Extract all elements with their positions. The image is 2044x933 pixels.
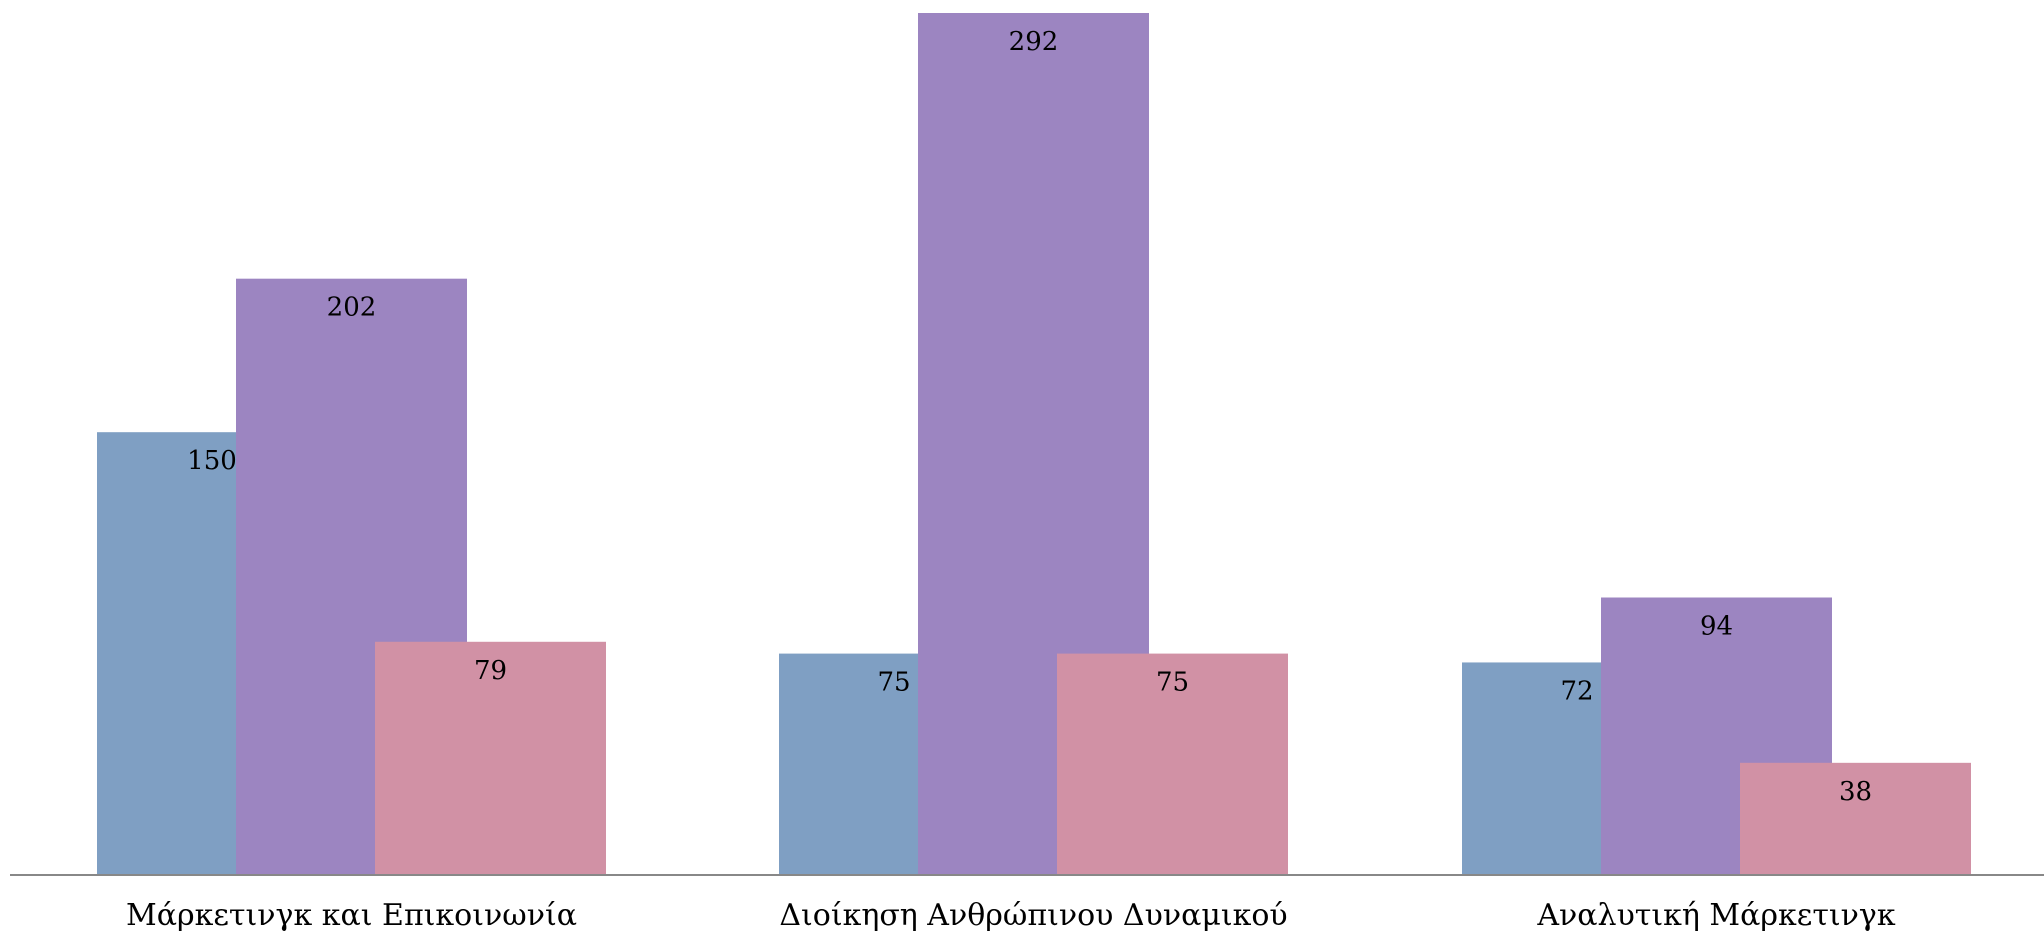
bars-group	[97, 13, 1971, 875]
category-label-2: Διοίκηση Ανθρώπινου Δυναμικού	[779, 898, 1287, 933]
data-label-series2-cat2: 292	[1009, 27, 1059, 57]
data-label-series1-cat3: 72	[1560, 676, 1593, 706]
bar-series3-cat3	[1740, 762, 1971, 875]
data-label-series3-cat3: 38	[1839, 777, 1872, 807]
category-label-1: Μάρκετινγκ και Επικοινωνία	[126, 898, 577, 933]
data-label-series1-cat1: 150	[187, 446, 237, 476]
data-label-series1-cat2: 75	[877, 668, 910, 698]
bar-series1-cat3	[1462, 662, 1601, 875]
data-label-series2-cat1: 202	[327, 293, 377, 323]
data-label-series2-cat3: 94	[1700, 612, 1733, 642]
bar-series3-cat2	[1057, 653, 1288, 875]
bar-series1-cat1	[97, 432, 236, 875]
data-labels-group: 150 202 79 75 292 75 72 94 38	[187, 27, 1872, 807]
category-label-3: Αναλυτική Μάρκετινγκ	[1536, 898, 1895, 933]
bar-series3-cat1	[375, 641, 606, 875]
data-label-series3-cat2: 75	[1156, 668, 1189, 698]
category-labels-group: Μάρκετινγκ και Επικοινωνία Διοίκηση Ανθρώ…	[126, 898, 1896, 933]
data-label-series3-cat1: 79	[474, 656, 507, 686]
bar-series1-cat2	[779, 653, 918, 875]
